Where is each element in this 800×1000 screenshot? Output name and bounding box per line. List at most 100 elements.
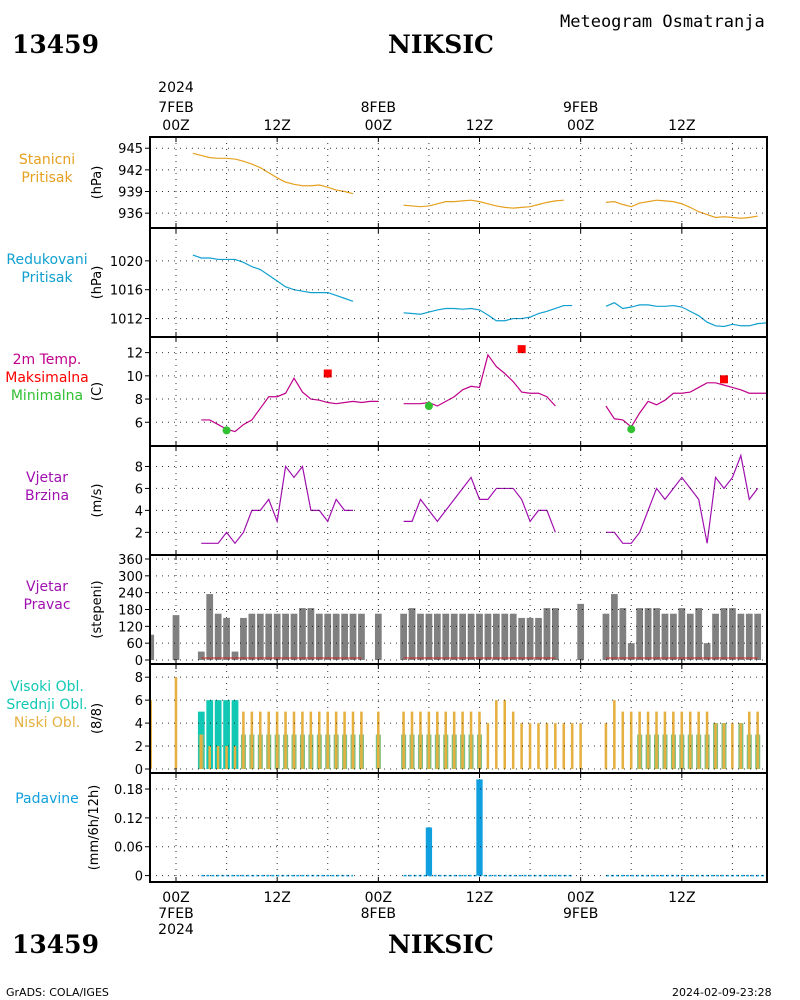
wind-direction-bar [695, 608, 703, 660]
wind-direction-bar [433, 613, 441, 660]
wind-direction-bar [214, 613, 222, 660]
wind_direction-ylabel: (stepeni) [90, 580, 105, 638]
top-tick-label: 00Z [162, 118, 189, 134]
wind-direction-bar [467, 613, 475, 660]
wind_speed-ytick-label: 6 [135, 482, 143, 497]
wind-direction-bar [644, 608, 652, 660]
temperature-label-line: 2m Temp. [12, 351, 82, 368]
reduced_pressure-line [192, 254, 354, 302]
precipitation-ylabel: (mm/6h/12h) [87, 785, 102, 871]
temperature-line [403, 353, 556, 407]
reduced_pressure-ytick-label: 1012 [110, 313, 143, 328]
wind-direction-bar [315, 613, 323, 660]
wind-direction-bar [459, 613, 467, 660]
tmax-marker [719, 375, 728, 384]
low-cloud-bar [326, 711, 329, 769]
low-cloud-bar [334, 711, 338, 769]
precipitation-ytick-label: 0.06 [114, 841, 143, 856]
low-cloud-bar [233, 746, 237, 769]
wind-direction-bar [197, 651, 205, 660]
wind-direction-bar [737, 613, 745, 660]
wind-direction-bar [282, 613, 289, 660]
top-tick-label: 9FEB [563, 100, 598, 116]
station_pressure-ytick-label: 936 [118, 207, 143, 222]
station_pressure-line [403, 199, 564, 209]
low-cloud-bar [452, 711, 456, 769]
top-tick-label: 12Z [466, 118, 493, 134]
low-cloud-bar [461, 711, 464, 769]
low-cloud-bar [714, 723, 717, 769]
reduced_pressure-ylabel: (hPa) [90, 266, 105, 300]
wind-direction-bar [492, 613, 500, 660]
low-cloud-bar [402, 711, 405, 769]
cloud_cover-label-line: Visoki Obl. [10, 678, 84, 695]
temperature-ytick-label: 8 [135, 393, 143, 408]
precipitation-frame [149, 772, 768, 883]
tmin-marker [627, 425, 636, 434]
top-tick-label: 7FEB [158, 100, 193, 116]
cloud_cover-ytick-label: 8 [135, 671, 143, 686]
station_pressure-ylabel: (hPa) [90, 166, 105, 200]
wind-direction-bar [450, 613, 458, 660]
cloud_cover-label-line: Srednji Obl. [6, 696, 88, 713]
station_pressure-ytick-label: 945 [118, 142, 143, 157]
wind-direction-bar [501, 613, 509, 660]
high-cloud-bar [206, 700, 214, 769]
timestamp-text: 2024-02-09-23:28 [672, 986, 772, 999]
low-cloud-bar [410, 711, 414, 769]
low-cloud-bar [486, 723, 490, 769]
station_pressure-frame [149, 136, 768, 229]
high-cloud-bar [231, 700, 239, 769]
low-cloud-bar [250, 711, 254, 769]
wind-direction-bar [307, 608, 315, 660]
bottom-tick-label: 12Z [668, 890, 695, 906]
low-cloud-bar [537, 723, 540, 769]
wind_direction-ytick-label: 180 [118, 604, 143, 619]
low-cloud-bar [351, 711, 355, 769]
high-cloud-bar [223, 700, 230, 769]
reduced_pressure-label-line: Redukovani [6, 251, 88, 268]
low-cloud-bar [360, 711, 363, 769]
wind-direction-bar [349, 613, 357, 660]
low-cloud-bar [495, 700, 498, 769]
wind-direction-bar [240, 617, 247, 660]
low-cloud-bar [174, 677, 178, 769]
wind-direction-bar [611, 594, 618, 660]
low-cloud-bar [672, 711, 675, 769]
wind_direction-ytick-label: 300 [118, 570, 143, 585]
wind-direction-bar [265, 613, 273, 660]
wind-direction-bar [653, 608, 660, 660]
wind-direction-bar [374, 613, 382, 660]
wind_direction-label-line: Vjetar [26, 578, 68, 595]
low-cloud-bar [292, 711, 296, 769]
reduced_pressure-plot [192, 254, 767, 328]
low-cloud-bar [638, 711, 641, 769]
precipitation-label-line: Padavine [15, 791, 79, 807]
wind-direction-bar [686, 613, 694, 660]
wind_direction-plot [150, 594, 762, 660]
low-cloud-bar [629, 711, 633, 769]
wind-direction-bar [425, 613, 433, 660]
low-cloud-bar [427, 711, 431, 769]
bottom-tick-label: 2024 [158, 922, 194, 938]
wind_speed-ytick-label: 4 [135, 504, 143, 519]
station-id-top: 13459 [12, 30, 99, 59]
station_pressure-label-line: Pritisak [21, 169, 73, 186]
wind_speed-line [403, 476, 556, 533]
credit-text: GrADS: COLA/IGES [6, 986, 109, 999]
wind-direction-bar [552, 608, 559, 660]
low-cloud-bar [208, 746, 211, 769]
wind-direction-bar [417, 613, 424, 660]
low-cloud-bar [225, 746, 228, 769]
low-cloud-bar [377, 711, 380, 769]
low-cloud-bar [309, 711, 313, 769]
wind-direction-bar [754, 613, 762, 660]
wind-direction-bar [324, 613, 332, 660]
wind-direction-bar [206, 594, 214, 660]
top-tick-label: 12Z [668, 118, 695, 134]
wind_direction-ytick-label: 360 [118, 553, 143, 568]
wind_direction-ytick-label: 0 [135, 654, 143, 669]
wind-direction-bar [172, 615, 180, 660]
station_pressure-plot [192, 152, 758, 219]
